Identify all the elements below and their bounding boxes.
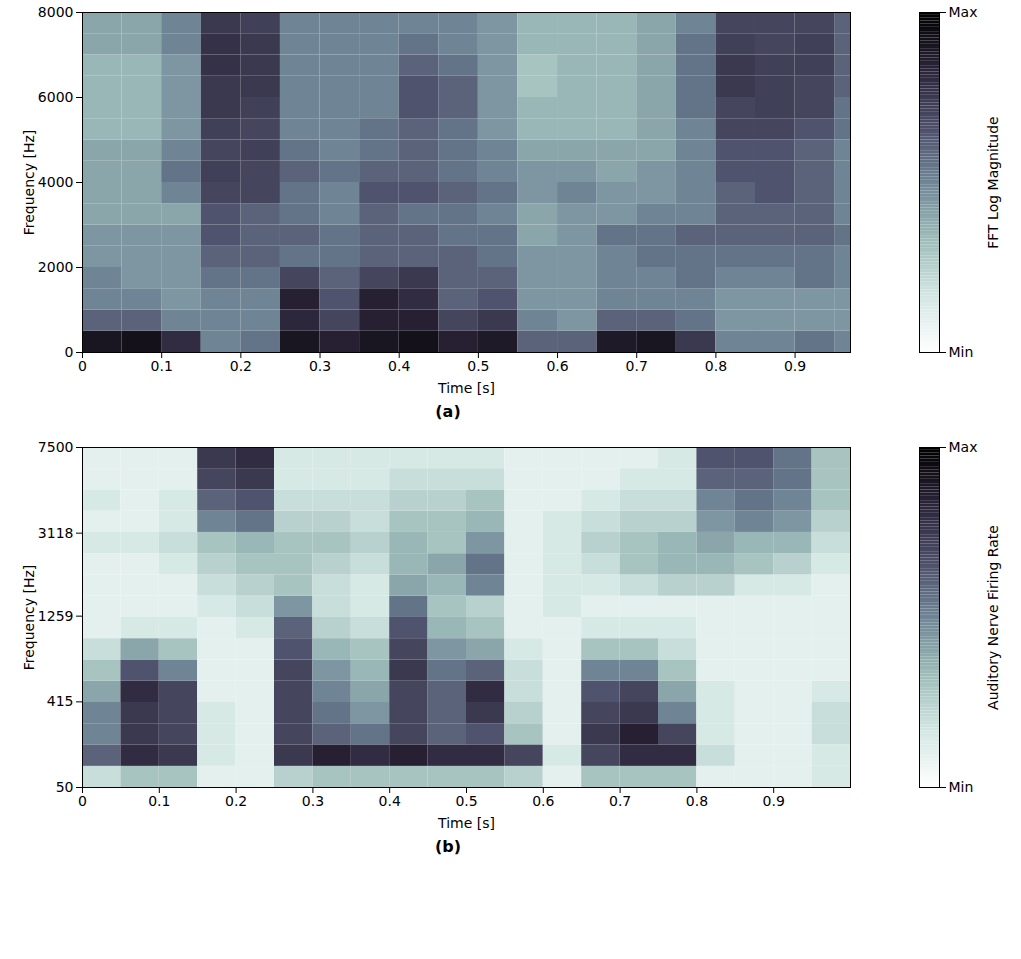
svg-text:0.9: 0.9	[784, 358, 806, 374]
svg-text:0.2: 0.2	[230, 358, 252, 374]
svg-text:4000: 4000	[38, 174, 74, 190]
svg-text:FFT Log Magnitude: FFT Log Magnitude	[985, 116, 1001, 249]
svg-text:0.6: 0.6	[532, 793, 554, 809]
svg-text:0: 0	[78, 793, 87, 809]
svg-text:2000: 2000	[38, 259, 74, 275]
html-text:(b): (b)	[435, 837, 461, 856]
svg-text:0.9: 0.9	[763, 793, 785, 809]
svg-text:7500: 7500	[38, 439, 74, 455]
svg-text:Time [s]: Time [s]	[437, 815, 495, 831]
svg-text:Frequency [Hz]: Frequency [Hz]	[21, 130, 37, 236]
svg-text:0.3: 0.3	[309, 358, 331, 374]
svg-text:Frequency [Hz]: Frequency [Hz]	[21, 565, 37, 671]
svg-text:0.2: 0.2	[225, 793, 247, 809]
svg-text:1259: 1259	[38, 608, 74, 624]
svg-text:0.1: 0.1	[151, 358, 173, 374]
svg-text:0.5: 0.5	[455, 793, 477, 809]
svg-text:Time [s]: Time [s]	[437, 380, 495, 396]
svg-text:Min: Min	[949, 779, 974, 795]
svg-text:0: 0	[78, 358, 87, 374]
svg-text:Min: Min	[949, 344, 974, 360]
html-text:(a): (a)	[435, 402, 461, 421]
svg-text:0.7: 0.7	[626, 358, 648, 374]
svg-text:0.7: 0.7	[609, 793, 631, 809]
svg-text:0.4: 0.4	[388, 358, 410, 374]
svg-text:0.8: 0.8	[686, 793, 708, 809]
svg-text:8000: 8000	[38, 4, 74, 20]
svg-text:0.6: 0.6	[546, 358, 568, 374]
svg-text:3118: 3118	[38, 525, 74, 541]
svg-text:Max: Max	[949, 439, 978, 455]
svg-text:0.5: 0.5	[467, 358, 489, 374]
svg-text:50: 50	[56, 779, 74, 795]
svg-text:0.8: 0.8	[705, 358, 727, 374]
svg-text:0.3: 0.3	[302, 793, 324, 809]
svg-text:Auditory Nerve Firing Rate: Auditory Nerve Firing Rate	[985, 525, 1001, 710]
svg-text:0.1: 0.1	[148, 793, 170, 809]
svg-text:0: 0	[65, 344, 74, 360]
svg-text:6000: 6000	[38, 89, 74, 105]
svg-text:0.4: 0.4	[379, 793, 401, 809]
svg-text:415: 415	[47, 693, 74, 709]
svg-text:Max: Max	[949, 4, 978, 20]
